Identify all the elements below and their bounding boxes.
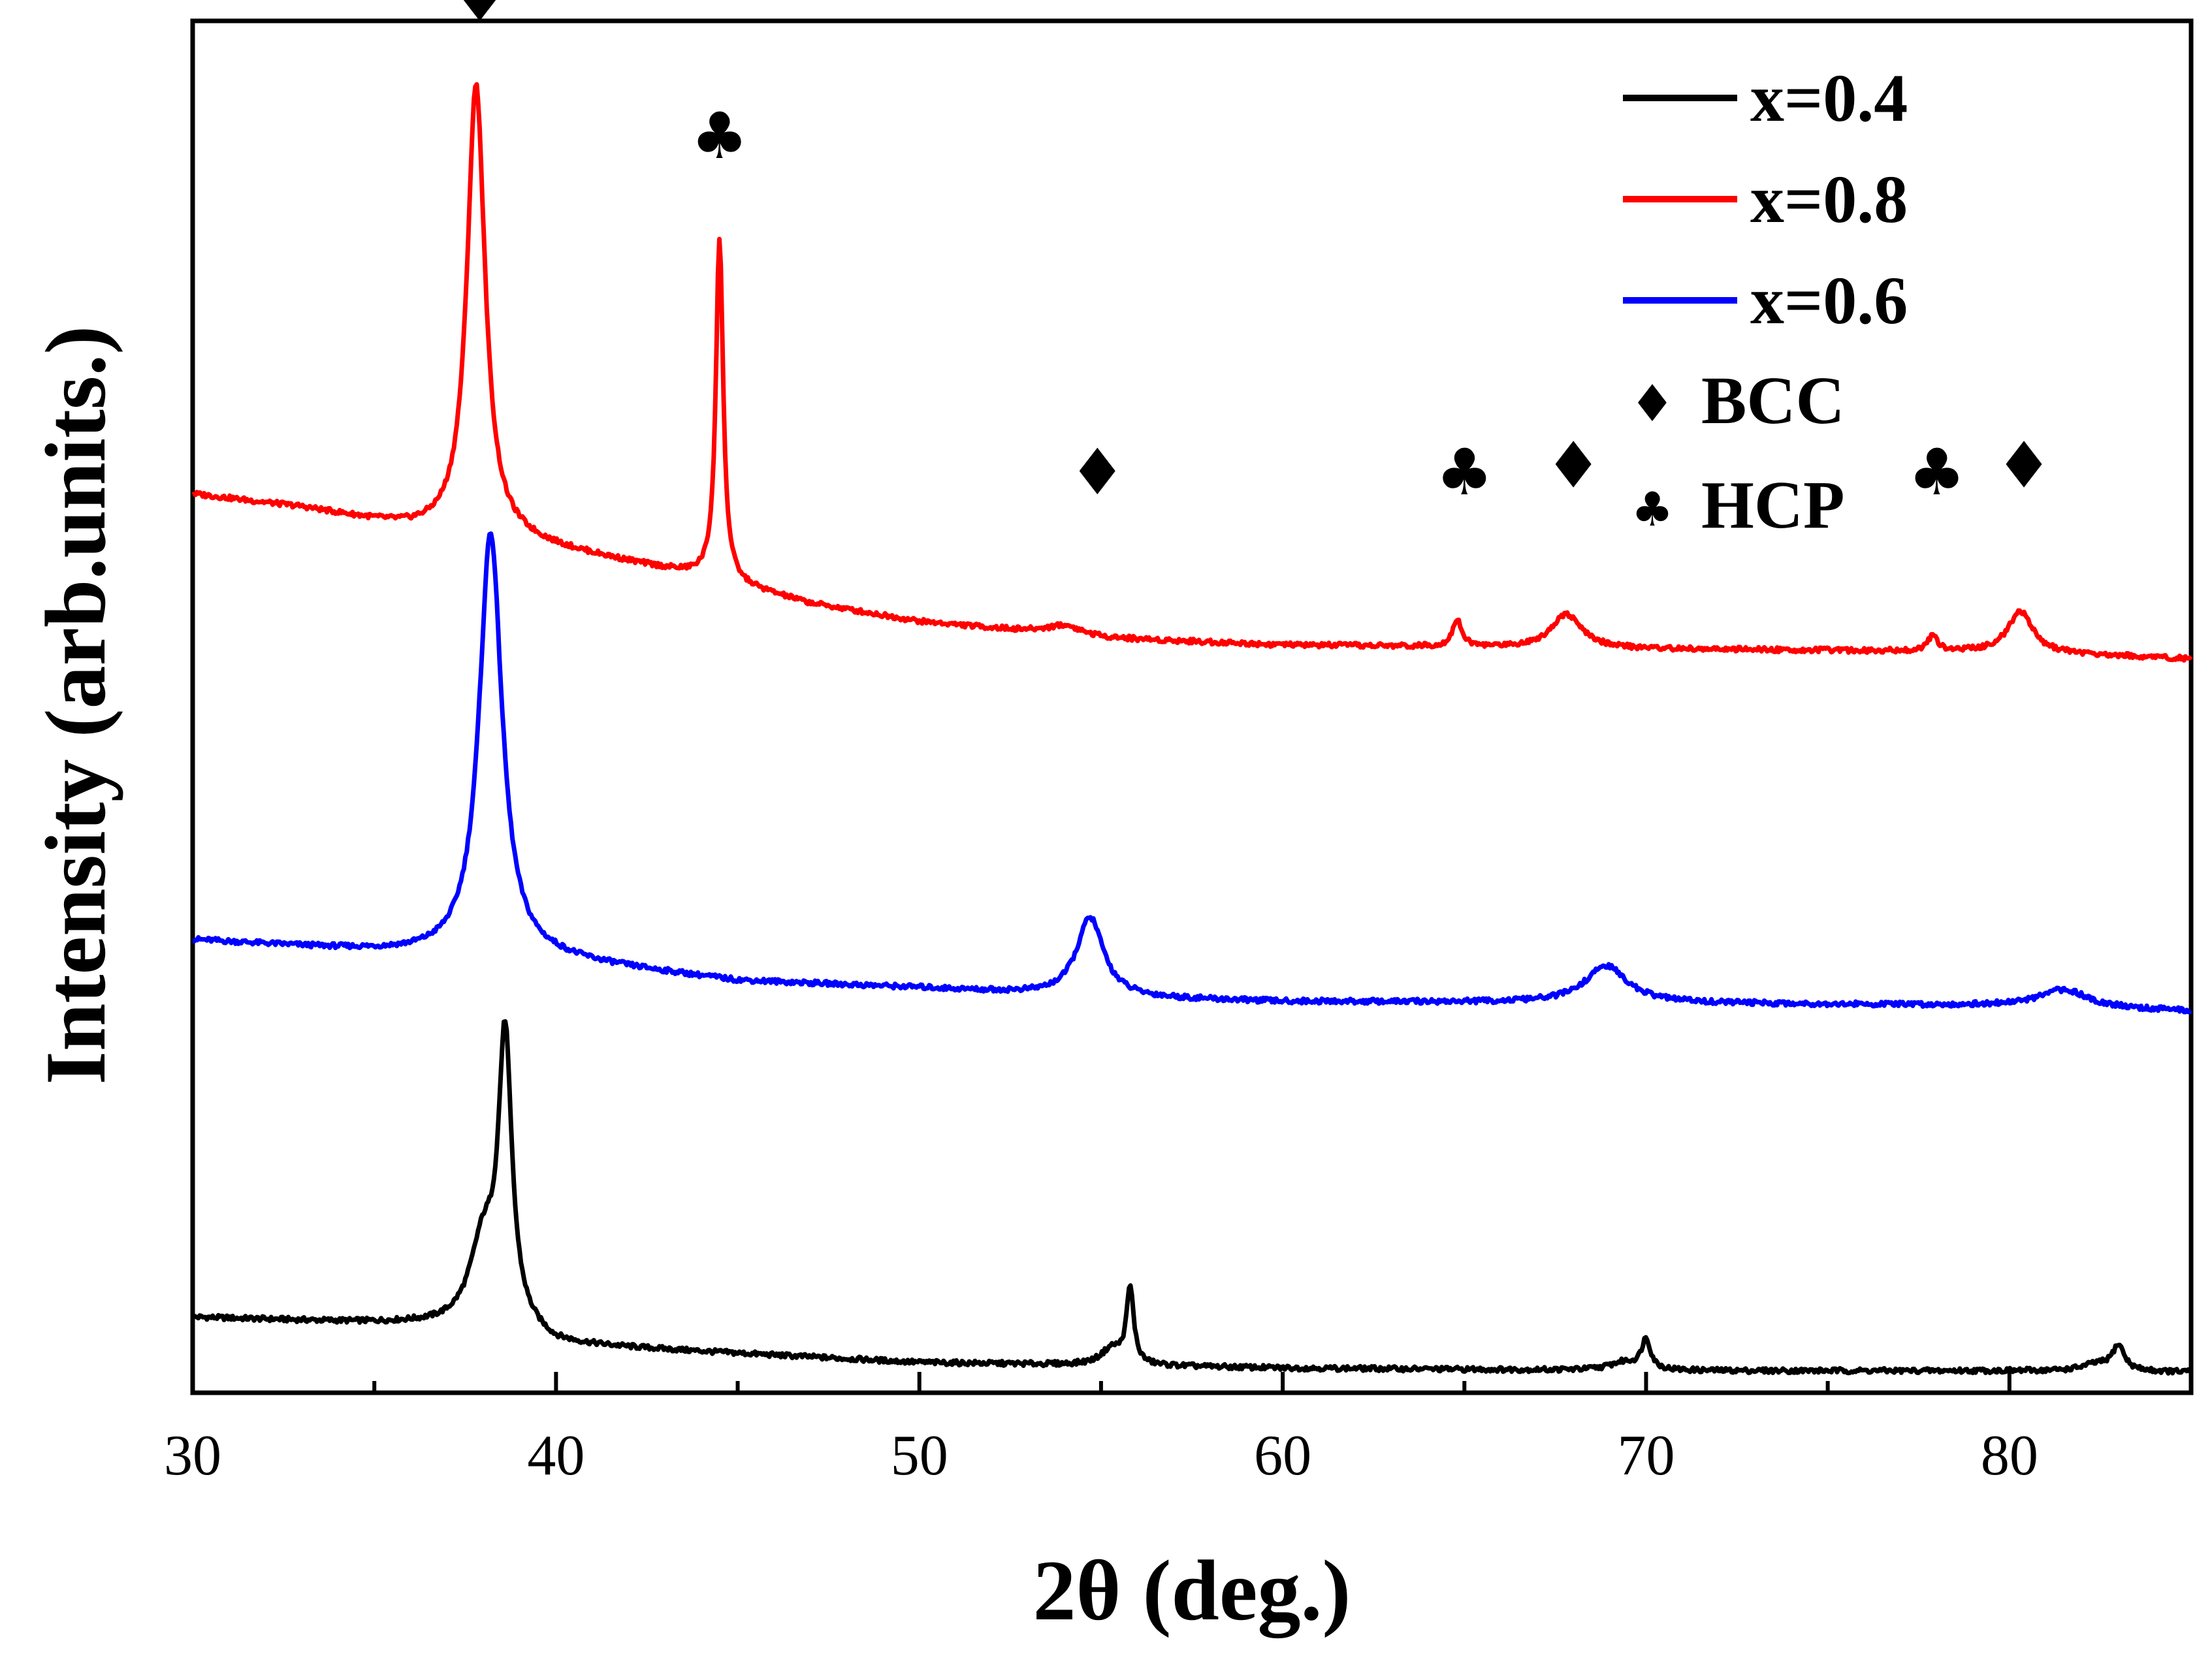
legend-label-x04: x=0.4 [1750, 61, 1908, 136]
phase-marker-layer: ♦ ♣ ♦ ♣ ♦ ♣ ♦ [451, 0, 2053, 510]
phase-marker-bcc-0: ♦ [451, 0, 509, 37]
legend-hcp-label: HCP [1701, 468, 1845, 543]
x-tick-label-30: 30 [164, 1424, 221, 1487]
plot-frame [190, 18, 2194, 1395]
phase-marker-bcc-4: ♦ [1545, 428, 1602, 503]
legend-bcc-symbol: ♦ [1629, 375, 1675, 434]
legend-label-x06: x=0.6 [1750, 263, 1908, 338]
x-tick-label-50: 50 [891, 1424, 948, 1487]
phase-marker-hcp-3: ♣ [1435, 436, 1493, 510]
x-tick-label-60: 60 [1254, 1424, 1311, 1487]
legend-hcp-symbol: ♣ [1631, 482, 1674, 537]
x-axis-ticks: 30 40 50 60 70 80 [164, 1372, 2038, 1487]
legend: x=0.4 x=0.8 x=0.6 ♦ BCC ♣ HCP [1623, 61, 1908, 543]
phase-marker-hcp-5: ♣ [1908, 436, 1966, 510]
x-tick-label-80: 80 [1981, 1424, 2038, 1487]
phase-marker-bcc-2: ♦ [1068, 436, 1126, 510]
series-line-x04 [190, 1019, 2193, 1376]
phase-marker-bcc-6: ♦ [1995, 428, 2053, 503]
series-line-x06 [191, 531, 2192, 1015]
series-line-x08 [191, 82, 2193, 663]
legend-bcc-label: BCC [1701, 363, 1845, 438]
series-layer [190, 82, 2193, 1376]
x-axis-title: 2θ (deg.) [1033, 1542, 1351, 1638]
legend-label-x08: x=0.8 [1750, 162, 1908, 237]
x-tick-label-70: 70 [1617, 1424, 1675, 1487]
y-axis-title: Intensity (arb.units.) [27, 326, 123, 1085]
phase-marker-hcp-1: ♣ [691, 99, 748, 174]
x-tick-label-40: 40 [527, 1424, 585, 1487]
